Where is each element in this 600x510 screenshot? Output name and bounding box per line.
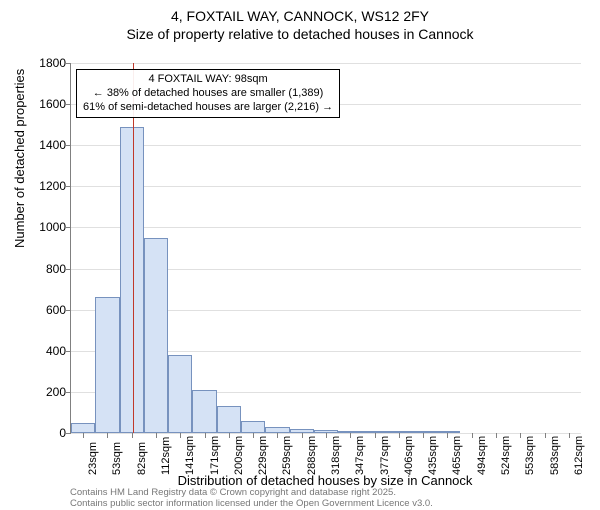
ytick-mark bbox=[66, 145, 71, 146]
xtick-label: 494sqm bbox=[476, 436, 488, 475]
ytick-label: 0 bbox=[26, 426, 66, 440]
footer-line2: Contains public sector information licen… bbox=[70, 499, 433, 510]
ytick-label: 400 bbox=[26, 344, 66, 358]
xtick-label: 435sqm bbox=[427, 436, 439, 475]
ytick-label: 1000 bbox=[26, 220, 66, 234]
xtick-mark bbox=[253, 433, 254, 438]
chart-area: 02004006008001000120014001600180023sqm53… bbox=[70, 63, 580, 433]
chart-title-line2: Size of property relative to detached ho… bbox=[0, 26, 600, 42]
gridline bbox=[71, 145, 581, 146]
histogram-bar bbox=[120, 127, 144, 433]
xtick-mark bbox=[107, 433, 108, 438]
ytick-label: 1600 bbox=[26, 97, 66, 111]
xtick-mark bbox=[423, 433, 424, 438]
histogram-bar bbox=[95, 297, 119, 433]
ytick-mark bbox=[66, 269, 71, 270]
ytick-mark bbox=[66, 63, 71, 64]
xtick-label: 377sqm bbox=[379, 436, 391, 475]
x-axis-label: Distribution of detached houses by size … bbox=[70, 473, 580, 488]
xtick-mark bbox=[447, 433, 448, 438]
annotation-line3: 61% of semi-detached houses are larger (… bbox=[83, 101, 333, 115]
annotation-line1: 4 FOXTAIL WAY: 98sqm bbox=[83, 73, 333, 87]
y-axis-label: Number of detached properties bbox=[12, 69, 27, 248]
gridline bbox=[71, 186, 581, 187]
annotation-line2: ← 38% of detached houses are smaller (1,… bbox=[83, 87, 333, 101]
histogram-bar bbox=[144, 238, 168, 433]
ytick-mark bbox=[66, 186, 71, 187]
xtick-label: 553sqm bbox=[524, 436, 536, 475]
histogram-bar bbox=[71, 423, 95, 433]
ytick-label: 200 bbox=[26, 385, 66, 399]
ytick-mark bbox=[66, 392, 71, 393]
ytick-mark bbox=[66, 351, 71, 352]
xtick-label: 82sqm bbox=[136, 442, 148, 475]
ytick-mark bbox=[66, 227, 71, 228]
reference-line bbox=[133, 63, 134, 433]
annotation-box: 4 FOXTAIL WAY: 98sqm← 38% of detached ho… bbox=[76, 69, 340, 118]
xtick-mark bbox=[302, 433, 303, 438]
xtick-mark bbox=[569, 433, 570, 438]
xtick-label: 200sqm bbox=[233, 436, 245, 475]
xtick-label: 347sqm bbox=[354, 436, 366, 475]
xtick-mark bbox=[277, 433, 278, 438]
histogram-bar bbox=[217, 406, 241, 433]
xtick-label: 53sqm bbox=[111, 442, 123, 475]
chart-footer: Contains HM Land Registry data © Crown c… bbox=[70, 488, 433, 510]
xtick-mark bbox=[472, 433, 473, 438]
ytick-label: 1200 bbox=[26, 179, 66, 193]
xtick-label: 612sqm bbox=[573, 436, 585, 475]
ytick-mark bbox=[66, 310, 71, 311]
xtick-label: 229sqm bbox=[257, 436, 269, 475]
xtick-label: 318sqm bbox=[330, 436, 342, 475]
xtick-label: 171sqm bbox=[209, 436, 221, 475]
xtick-label: 288sqm bbox=[306, 436, 318, 475]
xtick-mark bbox=[83, 433, 84, 438]
xtick-mark bbox=[545, 433, 546, 438]
histogram-bar bbox=[241, 421, 265, 433]
gridline bbox=[71, 63, 581, 64]
ytick-mark bbox=[66, 104, 71, 105]
xtick-mark bbox=[132, 433, 133, 438]
xtick-mark bbox=[350, 433, 351, 438]
xtick-label: 23sqm bbox=[87, 442, 99, 475]
xtick-mark bbox=[326, 433, 327, 438]
xtick-mark bbox=[399, 433, 400, 438]
plot-region: 02004006008001000120014001600180023sqm53… bbox=[70, 63, 581, 434]
xtick-mark bbox=[520, 433, 521, 438]
histogram-bar bbox=[192, 390, 216, 433]
gridline bbox=[71, 227, 581, 228]
xtick-mark bbox=[229, 433, 230, 438]
xtick-mark bbox=[156, 433, 157, 438]
xtick-label: 465sqm bbox=[451, 436, 463, 475]
xtick-mark bbox=[180, 433, 181, 438]
chart-title-line1: 4, FOXTAIL WAY, CANNOCK, WS12 2FY bbox=[0, 8, 600, 24]
xtick-label: 112sqm bbox=[160, 437, 172, 475]
xtick-label: 259sqm bbox=[281, 436, 293, 475]
ytick-mark bbox=[66, 433, 71, 434]
xtick-mark bbox=[496, 433, 497, 438]
ytick-label: 600 bbox=[26, 303, 66, 317]
histogram-bar bbox=[168, 355, 192, 433]
xtick-label: 141sqm bbox=[184, 436, 196, 475]
xtick-mark bbox=[375, 433, 376, 438]
ytick-label: 800 bbox=[26, 262, 66, 276]
ytick-label: 1400 bbox=[26, 138, 66, 152]
ytick-label: 1800 bbox=[26, 56, 66, 70]
xtick-mark bbox=[205, 433, 206, 438]
xtick-label: 406sqm bbox=[403, 436, 415, 475]
xtick-label: 524sqm bbox=[500, 436, 512, 475]
xtick-label: 583sqm bbox=[549, 436, 561, 475]
